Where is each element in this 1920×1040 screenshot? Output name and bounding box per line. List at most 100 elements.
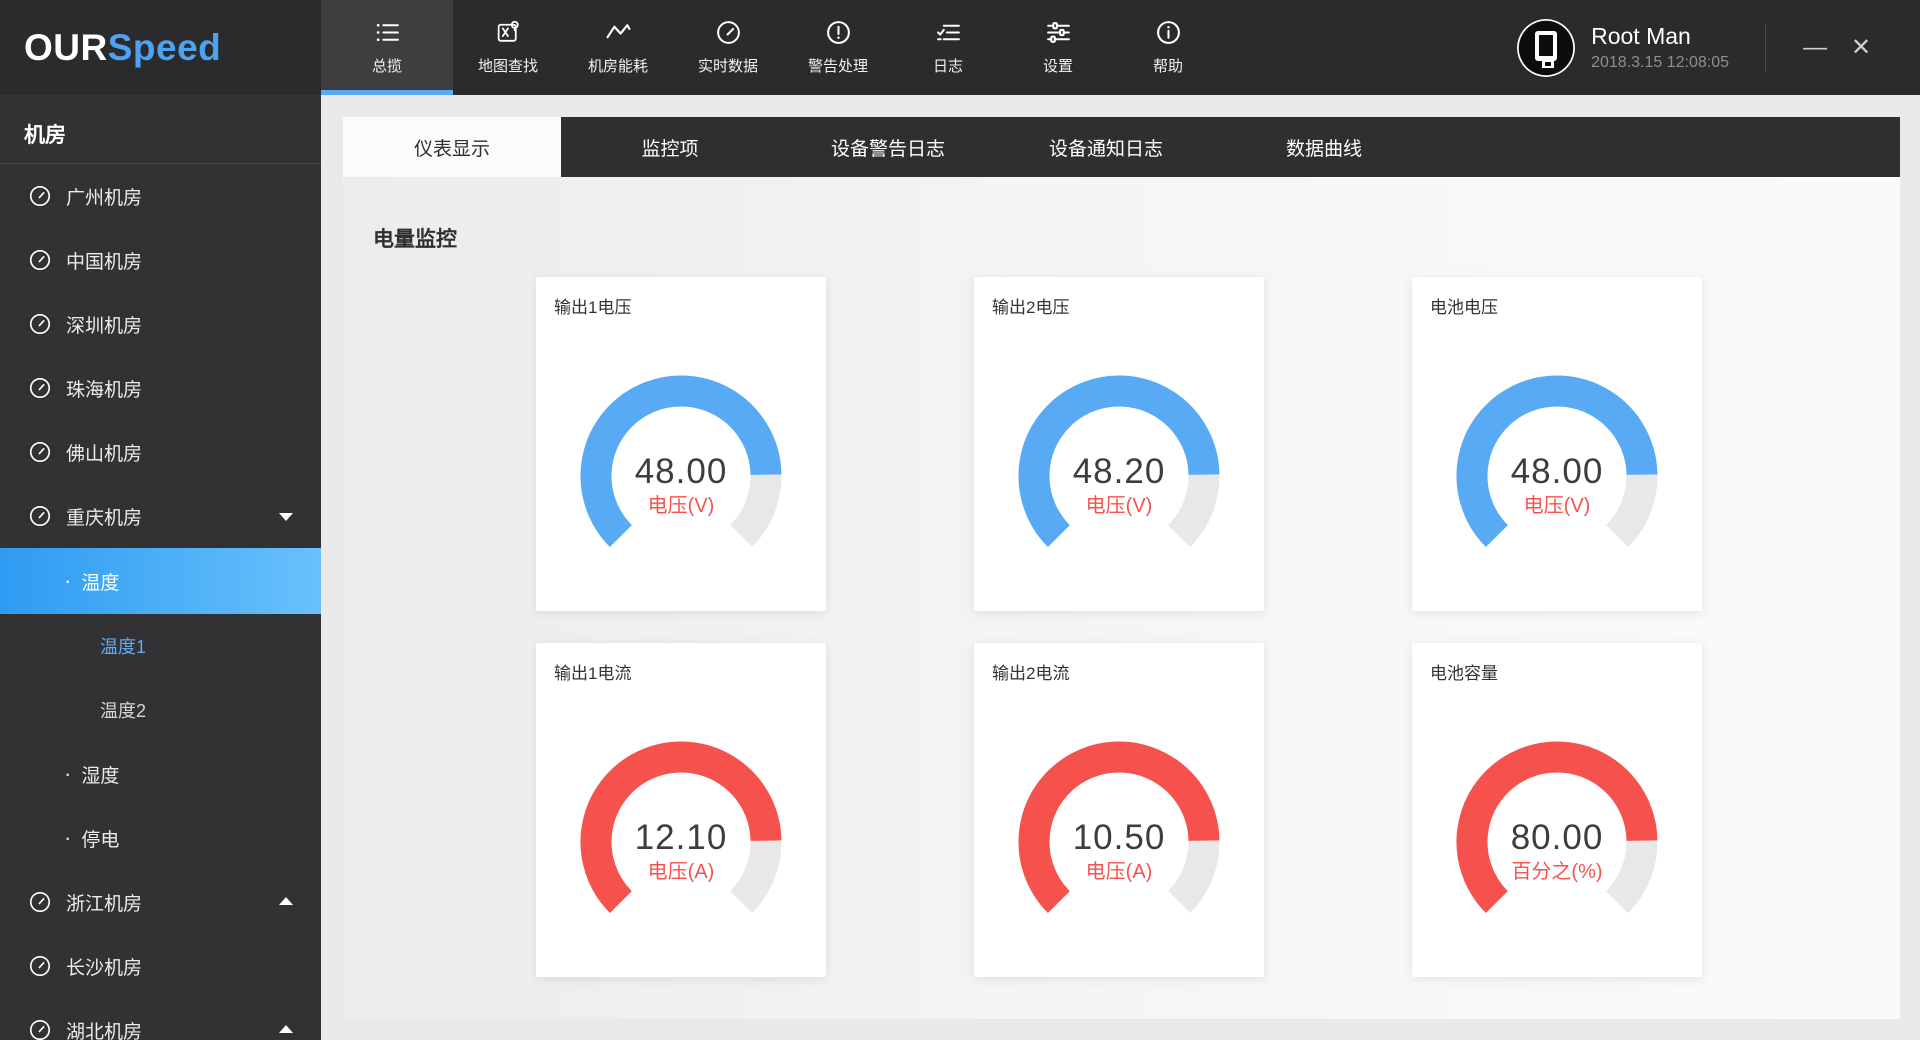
sidebar-item-temperature-1[interactable]: · 温度1 — [0, 614, 321, 678]
gauge-card-title: 输出1电流 — [554, 664, 632, 683]
gauge-arc — [1456, 741, 1658, 914]
nav-item-room-energy[interactable]: 机房能耗 — [563, 0, 673, 95]
minimize-button[interactable]: — — [1803, 33, 1827, 61]
gauge-unit-label: 电压(V) — [647, 495, 715, 517]
nav-item-map-search[interactable]: 地图查找 — [453, 0, 563, 95]
gauge-unit-label: 电压(V) — [1523, 495, 1591, 517]
close-button[interactable]: ✕ — [1850, 34, 1872, 61]
sidebar-item-power-outage[interactable]: · 停电 — [0, 806, 321, 870]
tab-device-alert-log[interactable]: 设备警告日志 — [779, 117, 997, 177]
logo-text-accent: Speed — [107, 26, 222, 68]
sidebar-item-label: 珠海机房 — [66, 379, 143, 401]
caret-icon — [279, 1025, 293, 1033]
nav-item-settings[interactable]: 设置 — [1003, 0, 1113, 95]
map-search-icon — [495, 19, 522, 46]
content-area: 仪表显示 监控项 设备警告日志 设备通知日志 数据曲线 电量监控 输出1电压 4… — [321, 95, 1920, 1040]
tab-label: 监控项 — [641, 138, 699, 160]
gauge-card-battery-capacity: 电池容量 80.00 百分之(%) — [1412, 643, 1702, 977]
gauge-card-output1-voltage: 输出1电压 48.00 电压(V) — [536, 277, 826, 611]
sidebar-item-humidity[interactable]: · 湿度 — [0, 742, 321, 806]
sidebar-item-label: 湿度 — [81, 765, 120, 787]
gauge-icon — [28, 1018, 52, 1040]
sidebar-item-guangzhou-room[interactable]: · 广州机房 — [0, 164, 321, 228]
gauge-icon — [28, 248, 52, 272]
sidebar-item-label: 湖北机房 — [66, 1021, 143, 1040]
sidebar-item-label: 重庆机房 — [66, 507, 143, 529]
caret-icon — [279, 513, 293, 521]
gauge-icon — [715, 19, 742, 46]
alert-icon — [825, 19, 852, 46]
bullet-icon: · — [64, 761, 72, 786]
topbar-divider — [1765, 23, 1766, 72]
nav-item-realtime-data[interactable]: 实时数据 — [673, 0, 783, 95]
sidebar-item-hubei-room[interactable]: · 湖北机房 — [0, 998, 321, 1040]
tab-label: 设备通知日志 — [1048, 138, 1163, 160]
sidebar-item-label: 温度 — [81, 572, 120, 594]
sidebar-item-label: 浙江机房 — [66, 893, 143, 915]
gauge-value: 48.00 — [1510, 452, 1604, 491]
gauge-arc — [580, 741, 782, 914]
tab-bar: 仪表显示 监控项 设备警告日志 设备通知日志 数据曲线 — [343, 117, 1900, 177]
gauge-card-output2-voltage: 输出2电压 48.20 电压(V) — [974, 277, 1264, 611]
gauge-card-grid: 输出1电压 48.00 电压(V) 输出2电压 48.20 电压(V) — [536, 277, 1900, 977]
tab-label: 数据曲线 — [1285, 138, 1362, 160]
gauge: 48.00 电压(V) — [566, 374, 796, 574]
bullet-icon: · — [64, 568, 72, 593]
nav-item-alert-handling[interactable]: 警告处理 — [783, 0, 893, 95]
gauge-icon — [28, 440, 52, 464]
sidebar-item-label: 深圳机房 — [66, 315, 143, 337]
sidebar-item-temperature-2[interactable]: · 温度2 — [0, 678, 321, 742]
help-icon — [1155, 19, 1182, 46]
tab-monitor-items[interactable]: 监控项 — [561, 117, 779, 177]
gauge-card-title: 电池电压 — [1430, 298, 1498, 317]
gauge: 48.20 电压(V) — [1004, 374, 1234, 574]
list-icon — [374, 19, 401, 46]
gauge-unit-label: 百分之(%) — [1511, 861, 1603, 883]
gauge-arc — [580, 375, 782, 548]
gauge-icon — [28, 376, 52, 400]
gauge-icon — [28, 184, 52, 208]
user-name: Root Man — [1591, 23, 1691, 49]
gauge-card-title: 输出2电压 — [992, 298, 1070, 317]
nav-item-logs[interactable]: 日志 — [893, 0, 1003, 95]
datetime: 2018.3.15 12:08:05 — [1591, 54, 1729, 71]
sidebar-item-shenzhen-room[interactable]: · 深圳机房 — [0, 292, 321, 356]
sidebar-item-zhuhai-room[interactable]: · 珠海机房 — [0, 356, 321, 420]
sidebar-item-foshan-room[interactable]: · 佛山机房 — [0, 420, 321, 484]
gauge-unit-label: 电压(V) — [1085, 495, 1153, 517]
nav-item-overview[interactable]: 总揽 — [321, 0, 453, 95]
sidebar-item-changsha-room[interactable]: · 长沙机房 — [0, 934, 321, 998]
sidebar-item-china-room[interactable]: · 中国机房 — [0, 228, 321, 292]
gauge-card-title: 输出2电流 — [992, 664, 1070, 683]
gauge-unit-label: 电压(A) — [1085, 861, 1153, 883]
sidebar-item-label: 停电 — [81, 829, 120, 851]
main-layout: 机房 · 广州机房 · 中国机房 · 深圳机房 · 珠海机房 · 佛山机房 · … — [0, 95, 1920, 1040]
gauge-card-title: 电池容量 — [1430, 664, 1498, 683]
tab-device-notice-log[interactable]: 设备通知日志 — [997, 117, 1215, 177]
gauge-value: 80.00 — [1510, 818, 1604, 857]
section-title: 电量监控 — [373, 228, 457, 251]
gauge-card-battery-voltage: 电池电压 48.00 电压(V) — [1412, 277, 1702, 611]
tab-gauge-display[interactable]: 仪表显示 — [343, 117, 561, 177]
caret-icon — [279, 897, 293, 905]
sidebar-item-temperature[interactable]: · 温度 — [0, 548, 321, 614]
sidebar-item-chongqing-room[interactable]: · 重庆机房 — [0, 484, 321, 548]
topbar: OUR Speed 总揽 地图查找 机房能耗 实时数据 警告处理 日志 设置 帮助 — [0, 0, 1920, 95]
avatar[interactable] — [1517, 18, 1576, 77]
gauge: 80.00 百分之(%) — [1442, 740, 1672, 940]
sidebar: 机房 · 广州机房 · 中国机房 · 深圳机房 · 珠海机房 · 佛山机房 · … — [0, 95, 321, 1040]
tab-label: 设备警告日志 — [830, 138, 945, 160]
gauge-icon — [28, 954, 52, 978]
sidebar-item-label: 佛山机房 — [66, 443, 143, 465]
pulse-icon — [605, 19, 632, 46]
sidebar-item-label: 中国机房 — [66, 251, 143, 273]
gauge: 10.50 电压(A) — [1004, 740, 1234, 940]
sidebar-item-label: 长沙机房 — [66, 957, 143, 979]
app-logo: OUR Speed — [0, 0, 321, 95]
tab-data-curve[interactable]: 数据曲线 — [1215, 117, 1433, 177]
nav-item-help[interactable]: 帮助 — [1113, 0, 1223, 95]
gauge-value: 12.10 — [634, 818, 728, 857]
sidebar-item-zhejiang-room[interactable]: · 浙江机房 — [0, 870, 321, 934]
sidebar-title: 机房 — [0, 95, 321, 164]
user-info: Root Man 2018.3.15 12:08:05 — [1591, 23, 1729, 72]
